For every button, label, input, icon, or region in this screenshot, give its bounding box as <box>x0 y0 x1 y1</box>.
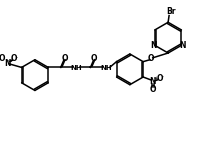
Text: NH: NH <box>71 65 82 71</box>
Text: +: + <box>153 76 158 81</box>
Text: -: - <box>16 55 18 60</box>
Text: N: N <box>179 41 186 50</box>
Text: O: O <box>11 54 17 63</box>
Text: O: O <box>148 54 154 63</box>
Text: O: O <box>0 54 5 63</box>
Text: N: N <box>149 77 156 86</box>
Text: +: + <box>8 58 13 63</box>
Text: -: - <box>162 75 164 80</box>
Text: O: O <box>91 54 98 63</box>
Text: O: O <box>149 85 156 94</box>
Text: O: O <box>156 74 163 83</box>
Text: O: O <box>61 54 68 63</box>
Text: N: N <box>4 59 11 68</box>
Text: Br: Br <box>166 7 176 16</box>
Text: NH: NH <box>101 65 112 71</box>
Text: N: N <box>151 41 157 50</box>
